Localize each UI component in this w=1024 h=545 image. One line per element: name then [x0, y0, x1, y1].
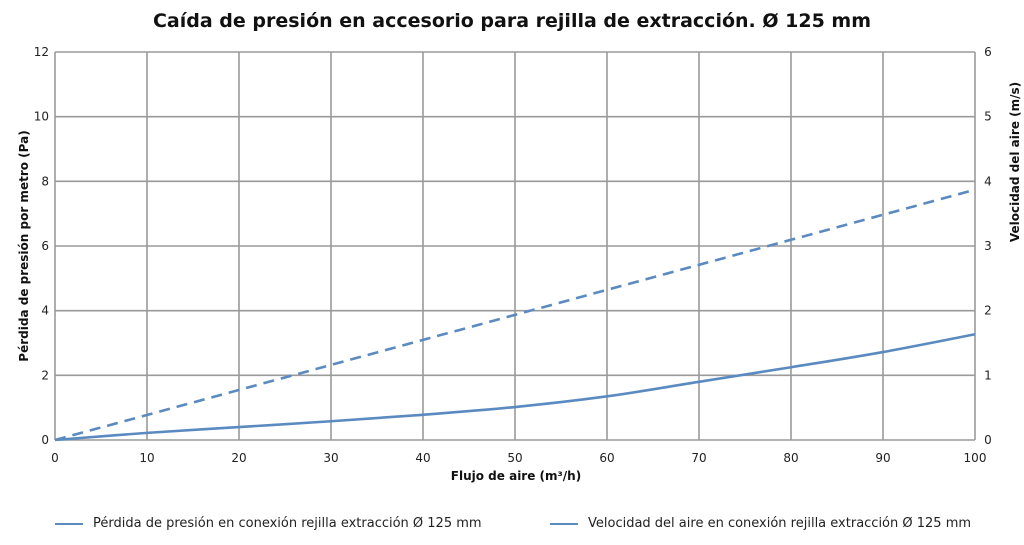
grid — [54, 51, 976, 441]
y-right-tick-label: 1 — [984, 368, 992, 382]
x-tick-label: 40 — [415, 451, 430, 465]
y-left-tick-label: 8 — [41, 174, 49, 188]
x-tick-label: 10 — [139, 451, 154, 465]
series-layer — [54, 188, 976, 442]
y-left-tick-label: 6 — [41, 239, 49, 253]
y-right-tick-label: 0 — [984, 433, 992, 447]
legend-label-velocity: Velocidad del aire en conexión rejilla e… — [588, 516, 972, 531]
chart-title: Caída de presión en accesorio para rejil… — [152, 10, 872, 32]
series-line-velocity — [54, 188, 976, 442]
x-tick-label: 60 — [599, 451, 614, 465]
x-axis-title: Flujo de aire (m³/h) — [451, 469, 581, 483]
legend-swatch-pressure — [55, 522, 83, 525]
y-axis-left-title: Pérdida de presión por metro (Pa) — [17, 130, 31, 361]
legend-swatch-velocity — [550, 522, 578, 525]
y-right-tick-label: 2 — [984, 304, 992, 318]
legend-item-velocity: Velocidad del aire en conexión rejilla e… — [550, 516, 971, 531]
series-line-pressure — [54, 332, 976, 442]
x-tick-label: 30 — [323, 451, 338, 465]
y-left-tick-label: 2 — [41, 368, 49, 382]
x-tick-label: 80 — [783, 451, 798, 465]
y-right-tick-label: 6 — [984, 45, 992, 59]
y-right-tick-label: 3 — [984, 239, 992, 253]
y-left-tick-label: 0 — [41, 433, 49, 447]
legend-item-pressure: Pérdida de presión en conexión rejilla e… — [55, 516, 482, 531]
legend-label-pressure: Pérdida de presión en conexión rejilla e… — [93, 516, 482, 531]
x-tick-label: 70 — [691, 451, 706, 465]
y-left-tick-label: 10 — [34, 110, 49, 124]
x-tick-label: 50 — [507, 451, 522, 465]
x-tick-label: 90 — [875, 451, 890, 465]
y-right-tick-label: 4 — [984, 174, 992, 188]
x-tick-label: 0 — [51, 451, 59, 465]
y-left-tick-label: 4 — [41, 304, 49, 318]
x-tick-label: 20 — [231, 451, 246, 465]
y-right-tick-label: 5 — [984, 110, 992, 124]
x-tick-label: 100 — [964, 451, 987, 465]
y-axis-right-title: Velocidad del aire (m/s) — [1008, 82, 1022, 242]
y-left-tick-label: 12 — [34, 45, 49, 59]
